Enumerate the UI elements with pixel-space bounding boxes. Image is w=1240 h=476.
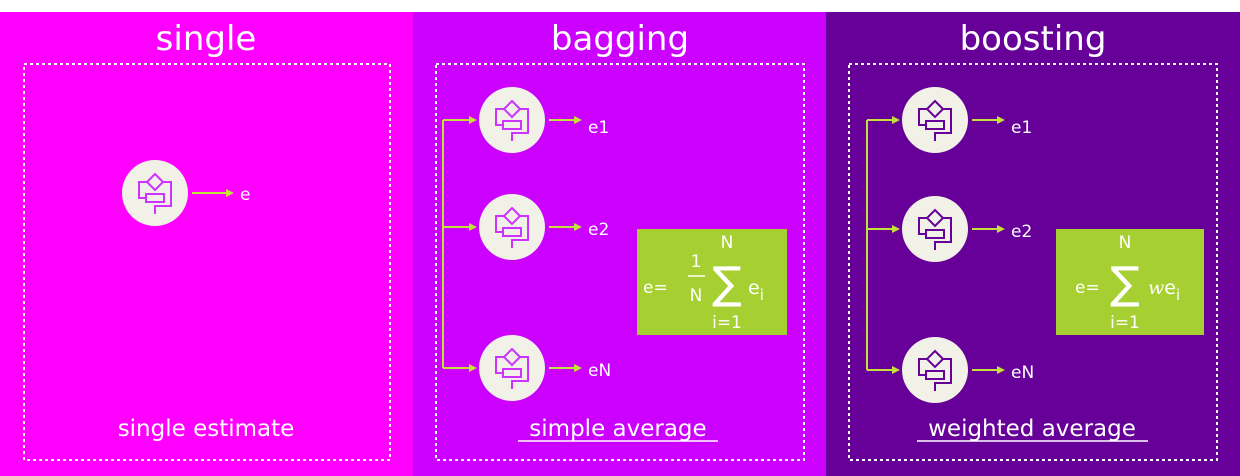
model-node	[479, 194, 545, 260]
panel-boosting: boosting	[826, 12, 1240, 476]
formula-term-subscript: i	[1176, 286, 1180, 304]
output-label: e1	[588, 118, 609, 138]
panel-bagging-frame	[435, 63, 805, 461]
formula-box: e= N ∑ i=1 wei	[1056, 229, 1204, 335]
flowchart-icon	[495, 99, 529, 141]
sigma-icon: ∑	[712, 258, 742, 309]
model-node	[122, 160, 188, 226]
panel-single-frame	[23, 63, 391, 461]
panel-boosting-caption: weighted average	[928, 416, 1136, 442]
panel-bagging-caption: simple average	[529, 416, 706, 442]
flowchart-icon	[495, 206, 529, 248]
panel-boosting-frame	[848, 63, 1218, 461]
output-label: e2	[1011, 222, 1032, 242]
formula-sum-lower: i=1	[1110, 313, 1140, 333]
formula-lhs: e=	[1075, 278, 1100, 298]
model-node	[902, 87, 968, 153]
panel-single-background	[0, 12, 413, 476]
panel-single-title: single	[156, 19, 257, 59]
model-node	[479, 335, 545, 401]
flowchart-icon	[918, 208, 952, 250]
formula-term: wei	[1148, 277, 1180, 304]
flowchart-icon	[495, 347, 529, 389]
formula-term-base: e	[748, 277, 760, 299]
top-bar	[0, 0, 1240, 12]
formula-term: ei	[748, 277, 764, 304]
formula-box: e= 1 N N ∑ i=1 ei	[637, 229, 787, 335]
formula-term-subscript: i	[760, 286, 764, 304]
formula-fraction-denominator: N	[690, 286, 703, 306]
output-label: e1	[1011, 118, 1032, 138]
flowchart-icon	[918, 99, 952, 141]
sigma-icon: ∑	[1110, 258, 1140, 309]
formula-weight: w	[1148, 277, 1164, 299]
panel-single-caption: single estimate	[118, 416, 295, 442]
formula-fraction-numerator: 1	[691, 252, 702, 272]
output-label: e2	[588, 220, 609, 240]
formula-term-base: e	[1164, 277, 1176, 299]
formula-sum-upper: N	[1119, 233, 1132, 253]
output-label: eN	[1011, 363, 1034, 383]
panel-boosting-title: boosting	[960, 19, 1107, 59]
formula-sum-lower: i=1	[712, 313, 742, 333]
output-label: e	[240, 185, 250, 205]
panel-bagging: bagging	[413, 12, 826, 476]
model-node	[902, 196, 968, 262]
formula-sum-upper: N	[721, 233, 734, 253]
output-label: eN	[588, 361, 611, 381]
model-node	[479, 87, 545, 153]
flowchart-icon	[138, 172, 172, 214]
formula-lhs: e=	[643, 278, 668, 298]
panel-bagging-title: bagging	[551, 19, 689, 59]
panel-single: single e single estimate	[0, 12, 413, 476]
model-node	[902, 337, 968, 403]
flowchart-icon	[918, 349, 952, 391]
